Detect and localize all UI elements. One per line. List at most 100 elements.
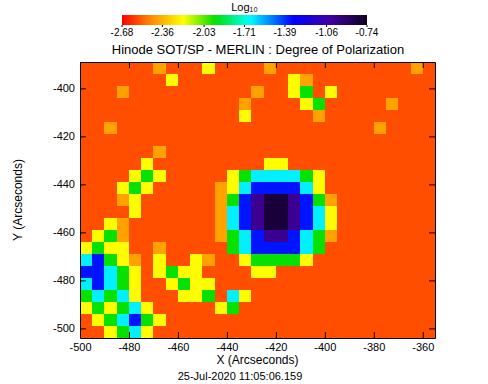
heatmap-cell — [288, 110, 301, 123]
heatmap-cell — [215, 182, 228, 195]
heatmap-cell — [166, 146, 179, 159]
heatmap-cell — [300, 170, 313, 183]
tick: -400 — [314, 332, 336, 353]
heatmap-cell — [141, 290, 154, 303]
heatmap-cell — [276, 314, 289, 327]
heatmap-cell — [178, 158, 191, 171]
heatmap-cell — [386, 218, 399, 231]
heatmap-cell — [362, 86, 375, 99]
heatmap-cell — [264, 74, 277, 87]
tick-label: -500 — [53, 322, 75, 334]
heatmap-cell — [215, 302, 228, 315]
heatmap-cell — [374, 134, 387, 147]
tick-mark — [178, 332, 179, 338]
heatmap-cell — [153, 302, 166, 315]
heatmap-cell — [104, 170, 117, 183]
heatmap-cell — [129, 146, 142, 159]
y-axis: -500-480-460-440-420-400 — [53, 63, 86, 339]
heatmap-cell — [264, 182, 277, 195]
heatmap-cell — [153, 254, 166, 267]
tick — [374, 62, 375, 68]
heatmap-cell — [117, 158, 130, 171]
heatmap-cell — [423, 110, 435, 123]
heatmap-cell — [239, 146, 252, 159]
heatmap-cell — [190, 62, 203, 75]
heatmap-cell — [325, 302, 338, 315]
heatmap-cell — [411, 98, 424, 111]
heatmap-cell — [190, 314, 203, 327]
heatmap-cell — [423, 278, 435, 291]
heatmap-cell — [215, 74, 228, 87]
heatmap-cell — [325, 230, 338, 243]
heatmap-cell — [92, 326, 105, 338]
heatmap-cell — [202, 158, 215, 171]
heatmap-cell — [166, 266, 179, 279]
heatmap-cell — [398, 122, 411, 135]
heatmap-cell — [215, 146, 228, 159]
heatmap-cell — [178, 74, 191, 87]
heatmap-cell — [251, 218, 264, 231]
heatmap-cell — [178, 326, 191, 338]
heatmap-cell — [349, 98, 362, 111]
heatmap-cell — [313, 302, 326, 315]
heatmap-cell — [337, 146, 350, 159]
heatmap-cell — [80, 98, 93, 111]
heatmap-cell — [423, 158, 435, 171]
heatmap-cell — [398, 254, 411, 267]
heatmap-cell — [374, 194, 387, 207]
heatmap-cell — [423, 302, 435, 315]
colorbar-tick-label: -2.36 — [151, 27, 174, 38]
heatmap-cell — [349, 74, 362, 87]
heatmap-cell — [215, 158, 228, 171]
heatmap-cell — [202, 230, 215, 243]
heatmap-cell — [239, 314, 252, 327]
heatmap-cell — [362, 326, 375, 338]
heatmap-cell — [92, 290, 105, 303]
heatmap-cell — [264, 146, 277, 159]
tick-mark — [325, 332, 326, 338]
heatmap-cell — [117, 218, 130, 231]
heatmap-cell — [362, 146, 375, 159]
heatmap-cell — [141, 242, 154, 255]
heatmap-cell — [117, 302, 130, 315]
heatmap-cell — [313, 122, 326, 135]
heatmap-cell — [153, 86, 166, 99]
heatmap-cell — [300, 182, 313, 195]
heatmap-cell — [288, 302, 301, 315]
heatmap-cell — [398, 134, 411, 147]
heatmap-cell — [288, 206, 301, 219]
heatmap-cell — [300, 326, 313, 338]
heatmap-cell — [92, 74, 105, 87]
axis-line — [81, 338, 436, 339]
heatmap-cell — [300, 266, 313, 279]
heatmap-cell — [349, 194, 362, 207]
heatmap-cell — [349, 266, 362, 279]
heatmap-cell — [349, 242, 362, 255]
heatmap-cell — [313, 62, 326, 75]
heatmap-cell — [362, 62, 375, 75]
heatmap-cell — [178, 98, 191, 111]
heatmap-cell — [398, 278, 411, 291]
heatmap-cell — [92, 218, 105, 231]
heatmap-cell — [251, 242, 264, 255]
heatmap-cell — [288, 122, 301, 135]
heatmap-cell — [276, 86, 289, 99]
heatmap-cell — [313, 218, 326, 231]
heatmap-cell — [423, 266, 435, 279]
heatmap-cell — [411, 146, 424, 159]
heatmap-cell — [386, 62, 399, 75]
heatmap-cell — [104, 206, 117, 219]
heatmap-cell — [227, 62, 240, 75]
heatmap-cell — [313, 74, 326, 87]
tick-mark — [429, 88, 435, 89]
heatmap-cell — [190, 110, 203, 123]
tick-mark — [80, 88, 86, 89]
heatmap-cell — [166, 182, 179, 195]
heatmap-cell — [386, 302, 399, 315]
heatmap-cell — [239, 62, 252, 75]
heatmap-cell — [104, 158, 117, 171]
heatmap-cell — [92, 134, 105, 147]
heatmap-cell — [141, 218, 154, 231]
heatmap-cell — [178, 218, 191, 231]
heatmap-cell — [276, 146, 289, 159]
